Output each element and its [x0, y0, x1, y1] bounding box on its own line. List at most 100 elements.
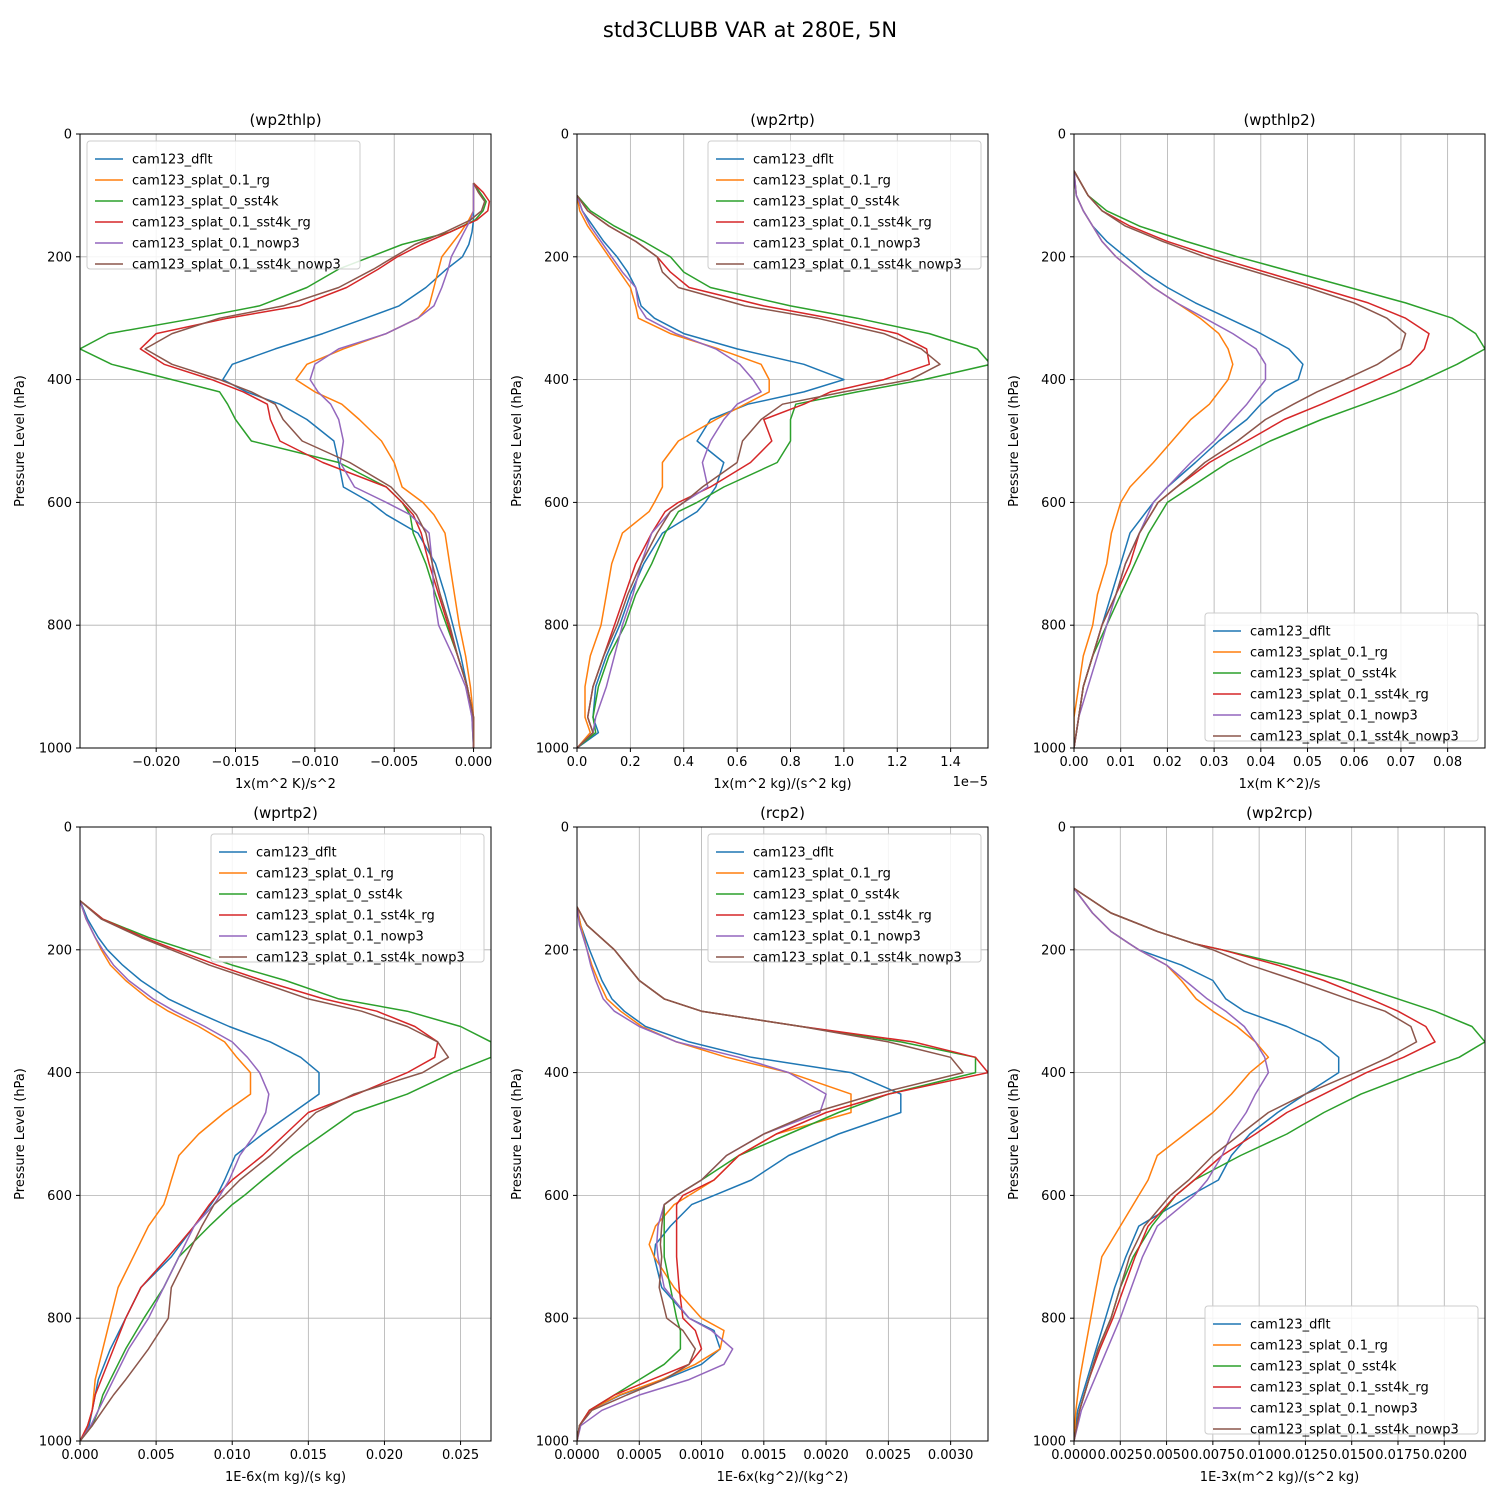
series-line-cam123_splat_0.1_sst4k_rg [80, 900, 439, 1441]
legend-label: cam123_splat_0.1_sst4k_nowp3 [753, 951, 962, 966]
legend-label: cam123_splat_0.1_sst4k_rg [256, 909, 435, 924]
x-axis-label: 1x(m^2 K)/s^2 [235, 777, 336, 792]
series-line-cam123_splat_0.1_sst4k_nowp3 [1074, 887, 1418, 1441]
legend-label: cam123_splat_0.1_sst4k_rg [132, 216, 311, 231]
series-line-cam123_splat_0.1_sst4k_rg [1074, 887, 1436, 1441]
x-tick-label: 0.0015 [741, 1448, 787, 1463]
y-tick-label: 800 [1041, 1312, 1066, 1327]
series-line-cam123_splat_0.1_nowp3 [1074, 887, 1270, 1441]
x-tick-label: 0.0150 [1329, 1448, 1375, 1463]
legend-box [86, 140, 361, 270]
legend-box [1204, 612, 1479, 742]
x-tick-label: 0.020 [366, 1448, 403, 1463]
x-tick-label: 0.0200 [1422, 1448, 1468, 1463]
y-tick-label: 0 [64, 128, 72, 143]
y-tick-label: 200 [47, 943, 72, 958]
y-tick-label: 200 [1041, 943, 1066, 958]
legend-box [707, 140, 982, 270]
y-axis-label: Pressure Level (hPa) [1007, 375, 1022, 507]
panel-title: (wp2thlp) [249, 111, 321, 129]
series-line-cam123_splat_0.1_nowp3 [80, 900, 270, 1441]
x-tick-label: 0.010 [214, 1448, 251, 1463]
x-tick-label: 0.0025 [866, 1448, 912, 1463]
panel-2: 0.0 0.2 0.4 0.6 0.8 1.0 1.2 1.4 0 200 400 600 800 100… [510, 111, 989, 792]
legend-label: cam123_splat_0_sst4k [1250, 667, 1397, 682]
panel-1: −0.020 −0.015 −0.010 −0.005 0.000 0 200 400 600 8… [13, 111, 492, 792]
x-tick-label: 0.0005 [617, 1448, 663, 1463]
legend-label: cam123_splat_0.1_rg [753, 867, 891, 882]
y-tick-label: 800 [47, 619, 72, 634]
x-tick-label: 0.00 [1060, 755, 1089, 770]
panel-title: (wp2rcp) [1246, 804, 1313, 822]
x-tick-label: 0.4 [673, 755, 694, 770]
y-tick-label: 400 [47, 373, 72, 388]
x-tick-label: 0.000 [455, 755, 492, 770]
legend-label: cam123_splat_0_sst4k [132, 195, 279, 210]
legend-label: cam123_splat_0.1_rg [1250, 646, 1388, 661]
y-tick-label: 1000 [536, 1435, 569, 1450]
legend-label: cam123_splat_0.1_sst4k_nowp3 [1250, 1423, 1459, 1438]
legend: cam123_dflt cam123_splat_0.1_rg cam123_spl… [86, 140, 361, 273]
x-tick-label: 0.000 [61, 1448, 98, 1463]
x-tick-label: 0.0010 [679, 1448, 725, 1463]
legend-box [1204, 1305, 1479, 1435]
x-axis-label: 1E-6x(kg^2)/(kg^2) [717, 1470, 849, 1485]
panel-3: 0.00 0.01 0.02 0.03 0.04 0.05 0.06 0.07 0.08 0 200… [1007, 111, 1486, 792]
legend-label: cam123_splat_0.1_sst4k_rg [753, 909, 932, 924]
legend-label: cam123_splat_0.1_sst4k_nowp3 [753, 258, 962, 273]
legend: cam123_dflt cam123_splat_0.1_rg cam123_spl… [707, 833, 982, 966]
legend-label: cam123_dflt [1250, 1318, 1331, 1333]
panel-title: (wp2rtp) [750, 111, 815, 129]
y-tick-label: 400 [544, 373, 569, 388]
y-axis-label: Pressure Level (hPa) [13, 1068, 28, 1200]
y-tick-label: 600 [544, 496, 569, 511]
legend-label: cam123_dflt [256, 846, 337, 861]
x-tick-label: 0.0075 [1190, 1448, 1236, 1463]
series-line-cam123_splat_0.1_sst4k_nowp3 [144, 182, 486, 748]
series-line-cam123_splat_0.1_nowp3 [1074, 170, 1267, 748]
y-tick-label: 1000 [1033, 1435, 1066, 1450]
panel-5: 0.0000 0.0005 0.0010 0.0015 0.0020 0.0025 0.00… [510, 804, 989, 1485]
legend-label: cam123_splat_0.1_nowp3 [753, 930, 921, 945]
axes-frame [79, 826, 492, 1442]
legend-label: cam123_splat_0.1_rg [1250, 1339, 1388, 1354]
series-line-cam123_splat_0.1_sst4k_rg [577, 194, 931, 748]
y-tick-label: 800 [47, 1312, 72, 1327]
x-tick-label: −0.010 [291, 755, 339, 770]
y-axis-label: Pressure Level (hPa) [13, 375, 28, 507]
series-line-cam123_splat_0.1_rg [80, 900, 252, 1441]
y-tick-label: 200 [47, 250, 72, 265]
legend-label: cam123_splat_0.1_sst4k_nowp3 [1250, 730, 1459, 745]
y-tick-label: 400 [1041, 1066, 1066, 1081]
series-line-cam123_splat_0.1_rg [295, 183, 475, 748]
x-tick-label: 0.015 [290, 1448, 327, 1463]
legend-label: cam123_splat_0.1_sst4k_rg [1250, 1381, 1429, 1396]
x-tick-label: 1.4 [940, 755, 961, 770]
series-line-cam123_splat_0.1_sst4k_rg [139, 182, 491, 748]
legend-label: cam123_dflt [753, 846, 834, 861]
panels: −0.020 −0.015 −0.010 −0.005 0.00002004006008… [13, 111, 1486, 1485]
legend-label: cam123_splat_0.1_sst4k_nowp3 [256, 951, 465, 966]
x-axis-label: 1E-6x(m kg)/(s kg) [225, 1470, 346, 1485]
series-line-cam123_splat_0.1_sst4k_nowp3 [577, 906, 964, 1441]
y-tick-label: 0 [1058, 128, 1066, 143]
y-tick-label: 0 [561, 821, 569, 836]
legend-box [707, 833, 982, 963]
y-tick-label: 600 [47, 496, 72, 511]
series-line-cam123_splat_0_sst4k [80, 900, 491, 1441]
x-tick-label: 0.0020 [803, 1448, 849, 1463]
series-line-cam123_splat_0.1_nowp3 [309, 183, 475, 748]
x-tick-label: −0.005 [370, 755, 418, 770]
panel-title: (wpthlp2) [1243, 111, 1315, 129]
legend-label: cam123_splat_0.1_nowp3 [132, 237, 300, 252]
legend: cam123_dflt cam123_splat_0.1_rg cam123_spl… [210, 833, 485, 966]
y-tick-label: 400 [544, 1066, 569, 1081]
x-tick-label: 0.02 [1153, 755, 1182, 770]
y-tick-label: 400 [1041, 373, 1066, 388]
y-tick-label: 200 [544, 943, 569, 958]
x-tick-label: 0.05 [1293, 755, 1322, 770]
series-lines [80, 900, 491, 1441]
series-line-cam123_splat_0.1_sst4k_nowp3 [1074, 170, 1407, 748]
legend-label: cam123_splat_0.1_rg [753, 174, 891, 189]
legend-label: cam123_splat_0.1_rg [256, 867, 394, 882]
